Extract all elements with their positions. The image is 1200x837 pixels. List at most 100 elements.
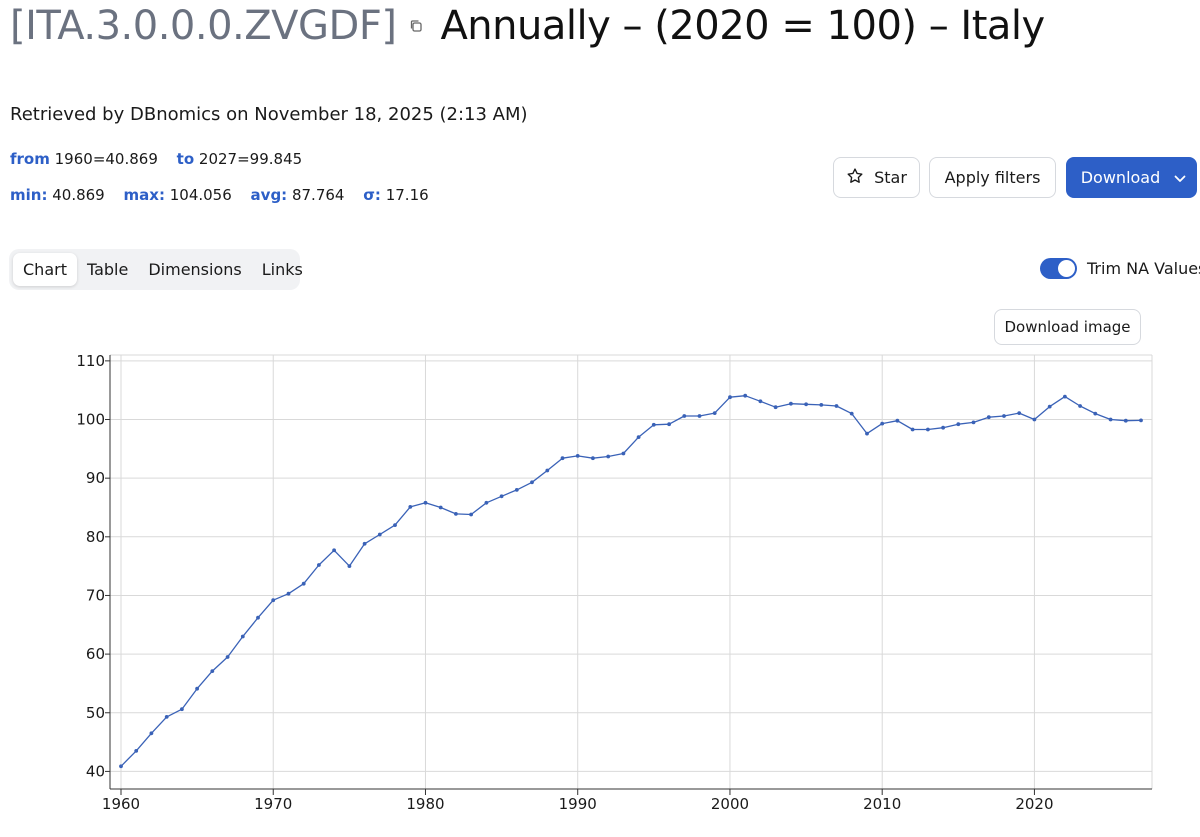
download-label: Download — [1080, 168, 1161, 187]
y-tick-label: 50 — [86, 704, 105, 722]
y-tick-label: 90 — [86, 469, 105, 487]
x-tick-label: 1980 — [406, 795, 444, 813]
avg-value: 87.764 — [291, 186, 345, 204]
data-point — [301, 581, 306, 586]
y-tick-label: 80 — [86, 528, 105, 546]
data-point — [651, 422, 656, 427]
tab-chart[interactable]: Chart — [13, 253, 77, 286]
data-point — [195, 686, 200, 691]
sigma-value: 17.16 — [385, 186, 429, 204]
x-tick-label: 1970 — [254, 795, 292, 813]
chevron-down-icon — [1174, 168, 1186, 187]
max-value: 104.056 — [169, 186, 232, 204]
series-line — [120, 395, 1142, 767]
download-image-label: Download image — [1004, 318, 1131, 336]
data-point — [1047, 404, 1052, 409]
data-point — [484, 500, 489, 505]
data-point — [986, 415, 991, 420]
star-icon — [846, 167, 864, 189]
x-tick-label: 1990 — [559, 795, 597, 813]
data-point — [164, 715, 169, 719]
data-point — [180, 707, 184, 712]
data-point — [560, 456, 565, 461]
data-point — [469, 512, 473, 517]
stats-range: from 1960=40.869 to 2027=99.845 — [10, 150, 302, 168]
data-point — [1093, 411, 1098, 416]
data-point — [941, 425, 945, 430]
y-tick-label: 40 — [86, 762, 105, 780]
data-point — [210, 669, 215, 673]
stats-summary: min: 40.869 max: 104.056 avg: 87.764 σ: … — [10, 186, 429, 204]
data-point — [530, 480, 534, 485]
data-point — [910, 427, 915, 432]
tab-dimensions[interactable]: Dimensions — [148, 260, 242, 279]
data-point — [849, 411, 854, 416]
data-point — [438, 505, 443, 510]
y-tick-label: 100 — [76, 411, 105, 429]
data-point — [758, 399, 763, 404]
tab-links[interactable]: Links — [261, 260, 303, 279]
data-point — [347, 564, 352, 568]
data-point — [621, 451, 626, 456]
data-point — [1139, 418, 1143, 423]
download-button[interactable]: Download — [1066, 157, 1197, 198]
data-point — [225, 655, 230, 659]
data-point — [332, 548, 336, 553]
copy-icon[interactable] — [408, 18, 424, 34]
x-tick-label: 2010 — [863, 795, 901, 813]
trim-na-control: Trim NA Values — [1040, 258, 1200, 279]
data-point — [514, 488, 519, 492]
data-point — [880, 421, 885, 426]
trim-na-toggle[interactable] — [1040, 258, 1077, 279]
data-point — [545, 468, 550, 473]
data-point — [971, 420, 976, 425]
data-point — [1063, 394, 1067, 399]
download-image-button[interactable]: Download image — [994, 309, 1141, 345]
data-point — [408, 505, 413, 509]
data-point — [1078, 404, 1082, 408]
data-point — [743, 393, 748, 398]
data-point — [865, 431, 869, 436]
data-point — [712, 411, 717, 415]
data-point — [1108, 417, 1113, 422]
star-label: Star — [874, 168, 907, 187]
apply-filters-label: Apply filters — [944, 168, 1041, 187]
min-value: 40.869 — [52, 186, 105, 204]
apply-filters-button[interactable]: Apply filters — [929, 157, 1056, 198]
y-tick-label: 60 — [86, 645, 105, 663]
data-point — [895, 418, 900, 423]
data-point — [682, 414, 687, 418]
x-tick-label: 2020 — [1015, 795, 1053, 813]
line-chart: 40 50 60 70 80 90 100 110 1960 1970 1980 1990 2000 20… — [76, 352, 1153, 813]
data-point — [926, 427, 930, 432]
data-point — [789, 401, 793, 406]
data-point — [728, 395, 732, 400]
data-point — [256, 615, 260, 620]
data-point — [804, 402, 808, 407]
star-button[interactable]: Star — [833, 157, 920, 198]
data-point — [423, 500, 428, 505]
data-point — [240, 634, 245, 639]
min-label: min: — [10, 186, 48, 204]
tab-table[interactable]: Table — [86, 260, 129, 279]
trim-na-label: Trim NA Values — [1087, 259, 1200, 278]
data-point — [377, 532, 382, 537]
data-point — [317, 563, 321, 567]
series-code: [ITA.3.0.0.0.ZVGDF] — [10, 3, 397, 49]
data-point — [271, 598, 276, 603]
data-point — [1017, 411, 1022, 415]
data-point — [362, 541, 367, 546]
x-tick-label: 1960 — [102, 795, 140, 813]
data-point — [1002, 414, 1006, 418]
data-point — [286, 591, 291, 596]
data-point — [1123, 418, 1128, 423]
y-tick-label: 70 — [86, 586, 105, 604]
from-value: 1960=40.869 — [54, 150, 158, 168]
to-value: 2027=99.845 — [198, 150, 303, 168]
data-point — [591, 456, 595, 461]
data-point — [834, 404, 839, 408]
y-tick-label: 110 — [76, 352, 105, 370]
data-point — [575, 454, 580, 458]
data-point — [149, 731, 154, 736]
retrieved-text: Retrieved by DBnomics on November 18, 20… — [10, 104, 528, 125]
